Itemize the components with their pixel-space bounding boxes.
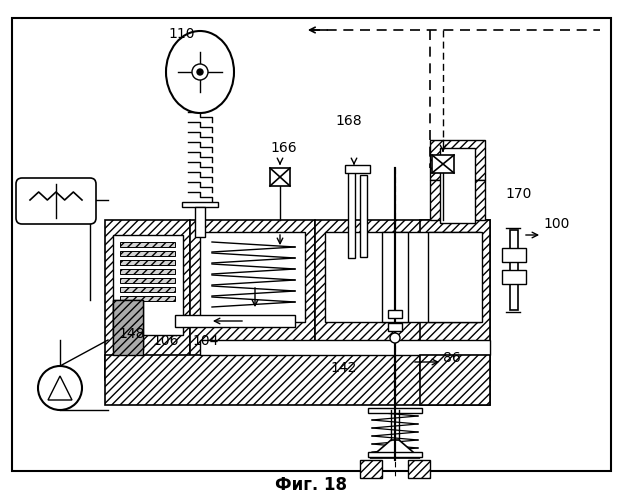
Bar [120, 242, 175, 247]
Bar [105, 220, 190, 380]
Bar [120, 287, 175, 292]
Bar [420, 220, 490, 380]
Bar [430, 140, 485, 180]
Bar [200, 340, 490, 355]
Bar [360, 175, 367, 257]
Text: 148: 148 [118, 327, 145, 341]
Bar [382, 232, 408, 322]
Bar [120, 269, 175, 274]
Bar [270, 168, 290, 186]
Text: 110: 110 [168, 27, 194, 41]
Bar [432, 155, 454, 173]
Bar [175, 315, 295, 327]
Text: 104: 104 [192, 334, 219, 348]
Bar [428, 232, 482, 322]
Bar [190, 220, 315, 380]
Text: 168: 168 [335, 114, 361, 128]
Text: Фиг. 18: Фиг. 18 [275, 476, 347, 494]
Bar [120, 251, 175, 256]
Bar [430, 180, 485, 220]
FancyBboxPatch shape [16, 178, 96, 224]
Bar [113, 235, 183, 335]
Bar [388, 310, 402, 318]
Bar [360, 460, 382, 478]
Text: 166: 166 [270, 141, 297, 155]
Bar [408, 460, 430, 478]
Circle shape [197, 69, 203, 75]
Bar [120, 296, 175, 301]
Bar [105, 355, 490, 405]
Text: 142: 142 [330, 361, 356, 375]
Bar [420, 355, 490, 405]
Bar [113, 300, 143, 350]
Bar [195, 92, 205, 112]
Text: 170: 170 [505, 187, 531, 201]
Text: 100: 100 [543, 217, 569, 231]
Bar [440, 148, 475, 223]
Bar [348, 168, 355, 258]
Bar [120, 278, 175, 283]
Circle shape [38, 366, 82, 410]
Circle shape [192, 64, 208, 80]
Bar [502, 270, 526, 284]
Text: 86: 86 [443, 351, 461, 365]
Bar [368, 408, 422, 413]
Ellipse shape [166, 31, 234, 113]
Polygon shape [48, 376, 72, 400]
Bar [388, 323, 402, 331]
Bar [113, 300, 143, 355]
Polygon shape [370, 440, 420, 458]
Text: 106: 106 [152, 334, 179, 348]
Bar [368, 452, 422, 457]
Bar [120, 260, 175, 265]
Bar [182, 202, 218, 207]
Bar [510, 230, 518, 310]
Bar [315, 220, 490, 380]
Bar [345, 165, 370, 173]
Bar [195, 207, 205, 237]
Bar [325, 232, 480, 322]
Circle shape [390, 333, 400, 343]
Bar [502, 248, 526, 262]
Bar [200, 232, 305, 322]
